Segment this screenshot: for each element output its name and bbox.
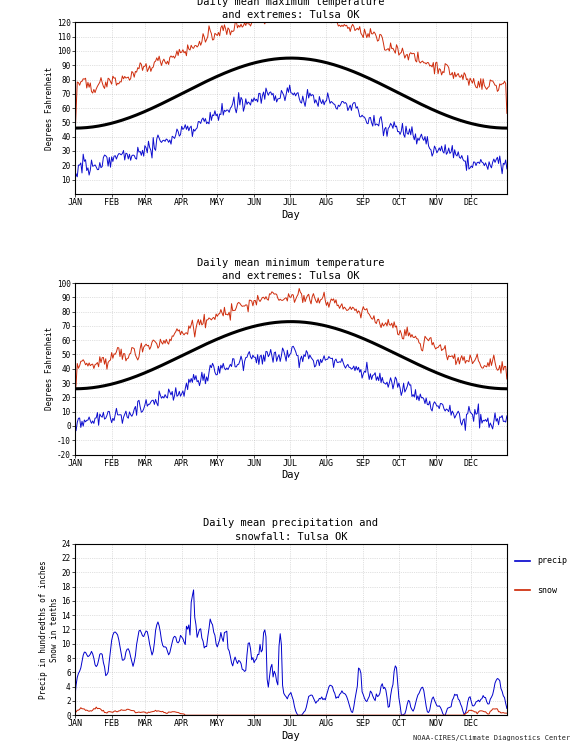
Y-axis label: Degrees Fahrenheit: Degrees Fahrenheit (45, 66, 54, 150)
Text: NOAA-CIRES/Climate Diagnostics Center: NOAA-CIRES/Climate Diagnostics Center (413, 735, 570, 741)
Title: Daily mean maximum temperature
and extremes: Tulsa OK: Daily mean maximum temperature and extre… (197, 0, 385, 20)
Legend: precip, snow: precip, snow (516, 557, 567, 595)
X-axis label: Day: Day (282, 731, 300, 741)
X-axis label: Day: Day (282, 210, 300, 220)
X-axis label: Day: Day (282, 471, 300, 481)
Y-axis label: Precip in hundredths of inches
Snow in tenths: Precip in hundredths of inches Snow in t… (39, 560, 59, 699)
Title: Daily mean precipitation and
snowfall: Tulsa OK: Daily mean precipitation and snowfall: T… (203, 519, 378, 542)
Y-axis label: Degrees Fahrenheit: Degrees Fahrenheit (45, 327, 54, 410)
Title: Daily mean minimum temperature
and extremes: Tulsa OK: Daily mean minimum temperature and extre… (197, 258, 385, 281)
